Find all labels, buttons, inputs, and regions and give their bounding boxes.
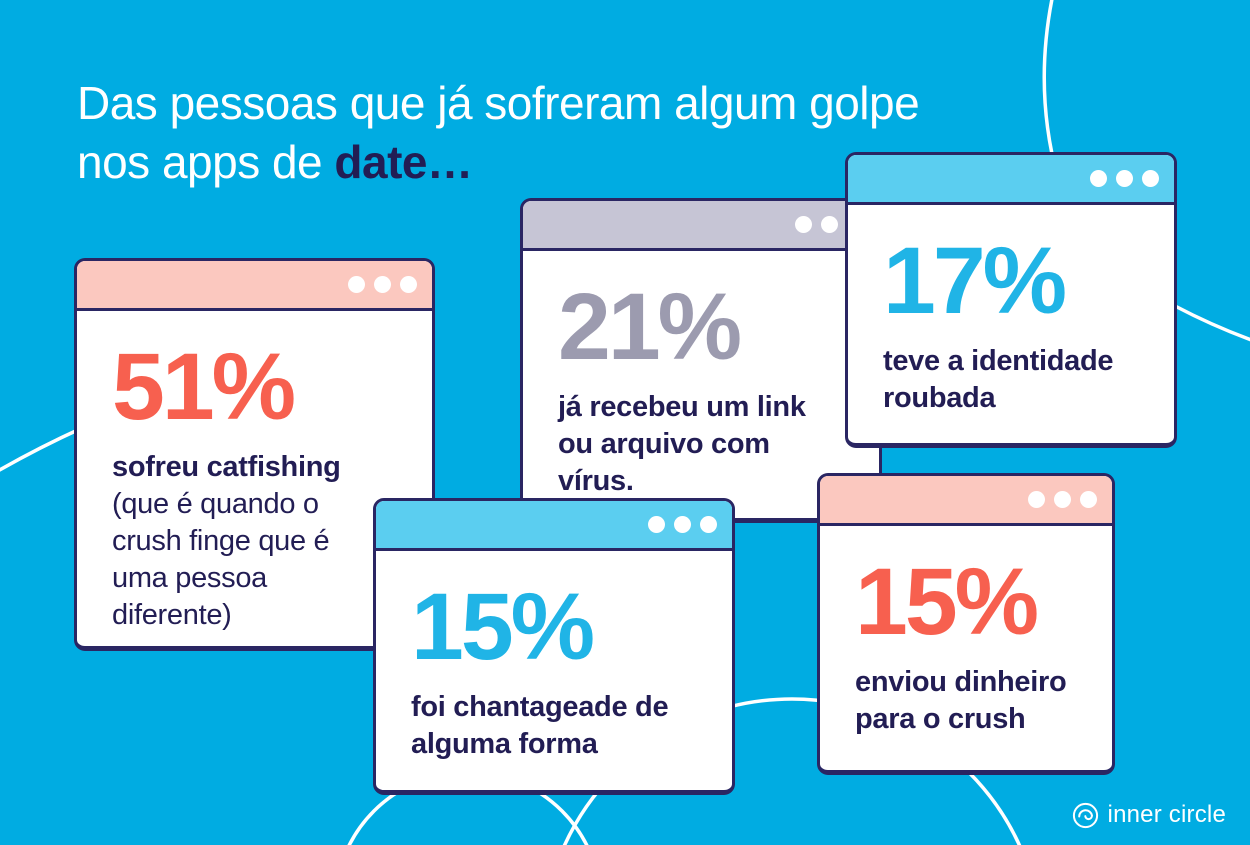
stat-percent: 15% [411, 574, 595, 680]
window-dots-icon [1028, 491, 1097, 508]
window-titlebar [848, 155, 1174, 205]
stat-text: enviou dinheiro para o crush [855, 664, 1087, 738]
inner-circle-swirl-icon [1072, 802, 1098, 828]
circle-bottom-right [562, 697, 1022, 845]
title-line-1: Das pessoas que já sofreram algum golpe [77, 77, 920, 129]
stat-headline: teve a identidade roubada [883, 344, 1114, 414]
stat-percent: 17% [883, 228, 1067, 334]
stat-headline: sofreu catfishing [112, 450, 341, 483]
stat-text: teve a identidade roubada [883, 343, 1135, 417]
stat-text: foi chantageade de alguma forma [411, 689, 683, 763]
stat-percent: 15% [855, 549, 1039, 655]
stat-text: sofreu catfishing (que é quando o crush … [112, 449, 366, 634]
stat-detail: (que é quando o crush finge que é uma pe… [112, 487, 330, 631]
stat-headline: enviou dinheiro para o crush [855, 665, 1067, 735]
brand-logo-text: inner circle [1107, 801, 1226, 828]
arc-top-right [1042, 0, 1054, 156]
stat-percent: 51% [112, 334, 296, 440]
window-titlebar [523, 201, 879, 251]
window-titlebar [376, 501, 732, 551]
window-titlebar [820, 476, 1112, 526]
stat-percent: 21% [558, 274, 742, 380]
stat-card-virus-link: 21% já recebeu um link ou arquivo com ví… [520, 198, 882, 523]
window-titlebar [77, 261, 432, 311]
arc-right [1173, 304, 1250, 342]
brand-logo: inner circle [1072, 801, 1226, 829]
stat-card-identity-theft: 17% teve a identidade roubada [845, 152, 1177, 448]
stat-text: já recebeu um link ou arquivo com vírus. [558, 389, 830, 500]
stat-card-blackmail: 15% foi chantageade de alguma forma [373, 498, 735, 795]
stat-headline: foi chantageade de alguma forma [411, 690, 669, 760]
title-highlight: date… [334, 136, 473, 188]
stat-card-sent-money: 15% enviou dinheiro para o crush [817, 473, 1115, 775]
stat-headline: já recebeu um link ou arquivo com vírus. [558, 390, 806, 497]
arc-left [0, 426, 84, 472]
window-dots-icon [648, 516, 717, 533]
title-line-2: nos apps de date… [77, 136, 473, 188]
window-dots-icon [1090, 170, 1159, 187]
window-dots-icon [348, 276, 417, 293]
page-title: Das pessoas que já sofreram algum golpe … [77, 74, 920, 192]
